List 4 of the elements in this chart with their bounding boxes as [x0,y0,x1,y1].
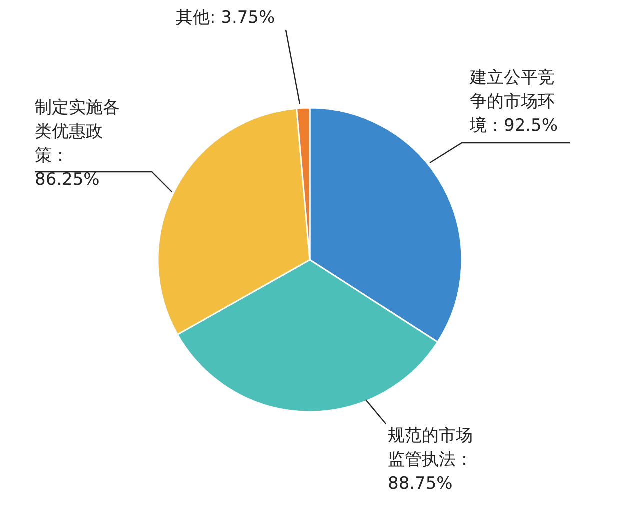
slice-label: 制定实施各类优惠政策：86.25% [35,97,121,192]
slice-label: 规范的市场监管执法：88.75% [388,425,474,496]
slice-label: 其他: 3.75% [176,7,276,30]
slice-label: 建立公平竞争的市场环境：92.5% [470,67,560,138]
